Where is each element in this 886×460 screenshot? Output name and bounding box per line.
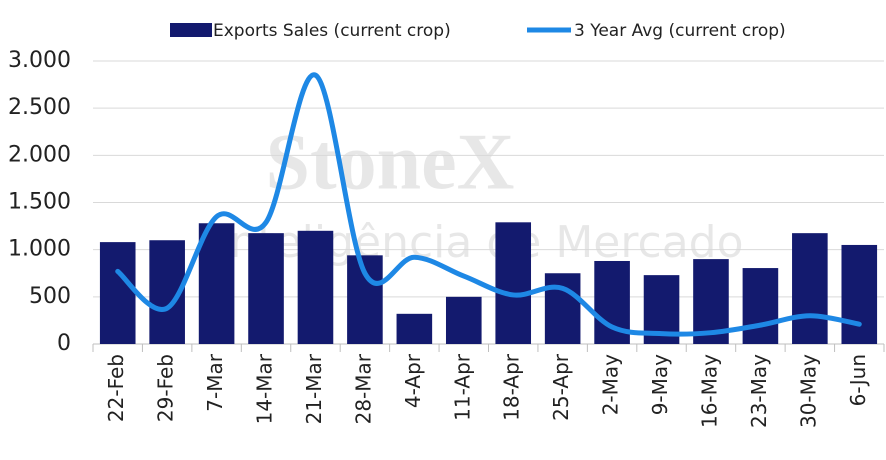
- bar: [544, 273, 581, 344]
- y-tick-label: 500: [29, 284, 71, 309]
- x-tick-label: 29-Feb: [154, 354, 178, 422]
- x-tick-label: 30-May: [796, 354, 820, 428]
- bar: [248, 233, 284, 344]
- x-tick-label: 23-May: [747, 354, 771, 428]
- y-tick-label: 0: [57, 331, 71, 356]
- x-tick-label: 21-Mar: [302, 353, 326, 424]
- bar: [396, 313, 433, 344]
- x-tick-label: 16-May: [697, 354, 721, 428]
- x-tick-label: 6-Jun: [846, 354, 870, 406]
- y-tick-label: 3.000: [8, 48, 71, 73]
- bar: [495, 222, 532, 344]
- x-tick-label: 22-Feb: [104, 354, 128, 422]
- legend-label: Exports Sales (current crop): [213, 21, 451, 41]
- bar: [445, 296, 482, 344]
- y-tick-label: 1.500: [8, 190, 71, 215]
- legend-swatch: [170, 23, 212, 37]
- watermark: Inteligência de Mercado: [216, 217, 743, 268]
- bar: [792, 233, 828, 344]
- x-tick-label: 14-Mar: [253, 353, 277, 424]
- x-tick-label: 2-May: [599, 354, 623, 415]
- bar: [742, 268, 779, 344]
- x-tick-label: 25-Apr: [549, 353, 573, 421]
- y-tick-label: 2.000: [8, 142, 71, 167]
- bar: [297, 230, 334, 344]
- x-tick-label: 28-Mar: [351, 353, 375, 424]
- bar: [198, 223, 235, 344]
- bar: [99, 242, 136, 344]
- x-tick-label: 7-Mar: [203, 353, 227, 411]
- y-tick-label: 1.000: [8, 237, 71, 262]
- watermark: StoneX: [266, 118, 515, 206]
- y-tick-label: 2.500: [8, 95, 71, 120]
- x-tick-label: 9-May: [648, 354, 672, 415]
- legend-label: 3 Year Avg (current crop): [574, 21, 786, 41]
- x-tick-label: 18-Apr: [500, 353, 524, 421]
- line: [115, 72, 862, 337]
- bar: [841, 244, 878, 344]
- x-tick-label: 11-Apr: [450, 353, 474, 421]
- x-tick-label: 4-Apr: [401, 353, 425, 408]
